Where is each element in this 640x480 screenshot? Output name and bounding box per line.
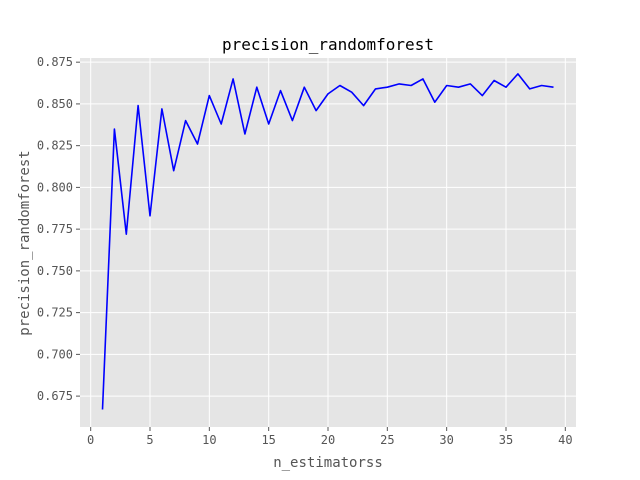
y-tick-label: 0.875 bbox=[37, 55, 73, 69]
x-axis-label: n_estimatorss bbox=[273, 455, 383, 471]
series-line bbox=[101, 73, 554, 410]
x-tick-label: 0 bbox=[87, 433, 94, 447]
series-group bbox=[101, 73, 554, 410]
x-tick-label: 25 bbox=[380, 433, 394, 447]
y-tick-label: 0.725 bbox=[37, 306, 73, 320]
x-tick-label: 30 bbox=[439, 433, 453, 447]
y-tick-label: 0.825 bbox=[37, 139, 73, 153]
x-tick-label: 5 bbox=[146, 433, 153, 447]
y-tick-label: 0.775 bbox=[37, 222, 73, 236]
chart-title: precision_randomforest bbox=[222, 35, 434, 54]
x-tick-label: 40 bbox=[558, 433, 572, 447]
y-tick-label: 0.750 bbox=[37, 264, 73, 278]
y-tick-label: 0.850 bbox=[37, 97, 73, 111]
y-tick-label: 0.800 bbox=[37, 180, 73, 194]
x-tick-label: 35 bbox=[499, 433, 513, 447]
x-tick-label: 10 bbox=[202, 433, 216, 447]
x-tick-label: 15 bbox=[261, 433, 275, 447]
y-axis-ticks: 0.675 0.700 0.725 0.750 0.775 0.800 0.825 0.850… bbox=[37, 55, 80, 403]
y-tick-label: 0.700 bbox=[37, 347, 73, 361]
x-axis-ticks: 0 5 10 15 20 25 30 35 40 bbox=[87, 427, 573, 447]
x-tick-label: 20 bbox=[321, 433, 335, 447]
grid-lines bbox=[80, 58, 576, 427]
y-tick-label: 0.675 bbox=[37, 389, 73, 403]
y-axis-label: precision_randomforest bbox=[17, 150, 33, 335]
